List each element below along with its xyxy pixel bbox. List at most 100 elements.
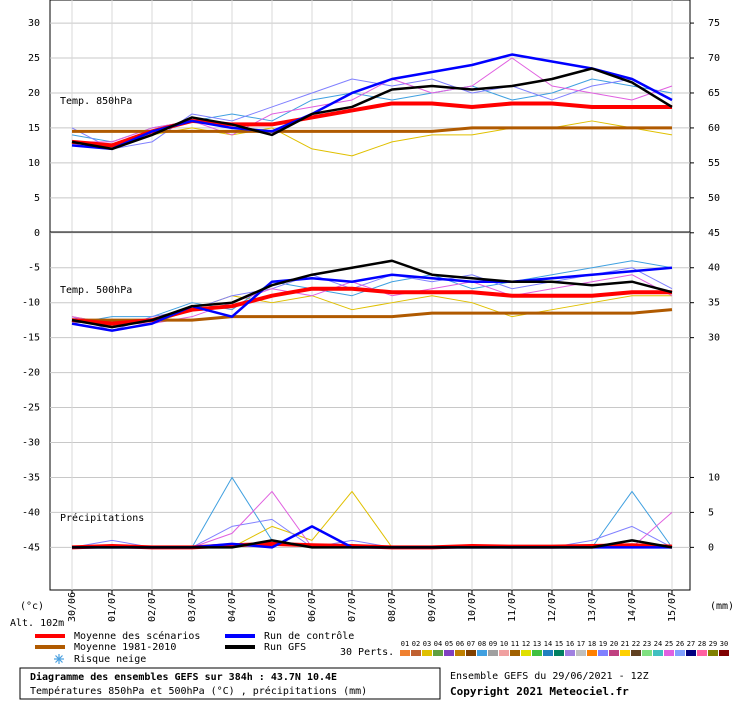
- perturbation-swatch: [488, 650, 498, 656]
- perturbation-label: 27: [687, 640, 695, 648]
- y2-tick-label: 65: [708, 88, 720, 99]
- y2-tick-label: 75: [708, 18, 720, 29]
- perturbation-swatch: [433, 650, 443, 656]
- y-tick-label: -40: [22, 507, 40, 518]
- y2-tick-label: 40: [708, 263, 720, 274]
- perturbation-swatch: [477, 650, 487, 656]
- perturbation-swatch: [642, 650, 652, 656]
- perturbation-label: 08: [478, 640, 486, 648]
- x-tick-label: 01/07: [107, 592, 118, 622]
- perturbation-swatch: [620, 650, 630, 656]
- perturbation-label: 24: [654, 640, 662, 648]
- x-tick-label: 08/07: [387, 592, 398, 622]
- y2-tick-label: 35: [708, 298, 720, 309]
- perturbations-label: 30 Perts.: [340, 647, 394, 658]
- perturbation-swatch: [653, 650, 663, 656]
- x-tick-label: 07/07: [347, 592, 358, 622]
- x-tick-label: 13/07: [587, 592, 598, 622]
- perturbation-label: 18: [588, 640, 596, 648]
- y2-tick-label: 10: [708, 472, 720, 483]
- y-unit: (°c): [20, 601, 44, 612]
- legend-label: Run GFS: [264, 642, 306, 653]
- run-info: Ensemble GEFS du 29/06/2021 - 12Z: [450, 671, 649, 682]
- perturbation-swatch: [719, 650, 729, 656]
- perturbation-label: 03: [423, 640, 431, 648]
- y-tick-label: 5: [34, 193, 40, 204]
- marks: [71, 53, 673, 550]
- series-line: [71, 259, 673, 329]
- perturbation-swatch: [598, 650, 608, 656]
- y-tick-label: -30: [22, 438, 40, 449]
- perturbation-label: 17: [577, 640, 585, 648]
- panel-label: Temp. 850hPa: [60, 96, 132, 107]
- perturbation-swatch: [411, 650, 421, 656]
- perturbation-swatch: [543, 650, 553, 656]
- perturbation-label: 12: [522, 640, 530, 648]
- x-tick-label: 06/07: [307, 592, 318, 622]
- perturbation-swatch: [422, 650, 432, 656]
- series-line: [72, 308, 673, 322]
- x-tick-label: 09/07: [427, 592, 438, 622]
- perturbation-swatch: [521, 650, 531, 656]
- y-tick-label: -10: [22, 298, 40, 309]
- perturbation-swatch: [554, 650, 564, 656]
- series-line: [72, 539, 673, 549]
- perturbation-swatch: [565, 650, 575, 656]
- perturbation-swatch: [510, 650, 520, 656]
- y-tick-label: 10: [28, 158, 40, 169]
- perturbation-label: 30: [720, 640, 728, 648]
- y-tick-label: 25: [28, 53, 40, 64]
- perturbation-label: 07: [467, 640, 475, 648]
- perturbation-label: 06: [456, 640, 464, 648]
- legend-label: Run de contrôle: [264, 630, 354, 642]
- perturbation-swatch: [400, 650, 410, 656]
- perturbation-label: 09: [489, 640, 497, 648]
- perturbation-label: 04: [434, 640, 442, 648]
- perturbation-swatch: [444, 650, 454, 656]
- x-tick-label: 14/07: [627, 592, 638, 622]
- perturbation-swatch: [576, 650, 586, 656]
- perturbation-swatch: [532, 650, 542, 656]
- y-tick-label: -20: [22, 368, 40, 379]
- y2-tick-label: 50: [708, 193, 720, 204]
- series-line: [71, 67, 673, 151]
- perturbation-label: 23: [643, 640, 651, 648]
- series-line: [72, 126, 672, 133]
- y2-tick-label: 60: [708, 123, 720, 134]
- perturbation-label: 11: [511, 640, 519, 648]
- x-tick-label: 30/06: [67, 592, 78, 622]
- altitude: Alt. 102m: [10, 618, 64, 629]
- perturbation-label: 05: [445, 640, 453, 648]
- title: Diagramme des ensembles GEFS sur 384h : …: [30, 671, 337, 683]
- x-tick-label: 05/07: [267, 592, 278, 622]
- perturbation-label: 21: [621, 640, 629, 648]
- y2-unit: (mm): [710, 601, 734, 612]
- perturbation-label: 14: [544, 640, 552, 648]
- perturbation-label: 15: [555, 640, 563, 648]
- perturbation-label: 25: [665, 640, 673, 648]
- panel-label: Précipitations: [60, 512, 144, 524]
- perturbation-label: 16: [566, 640, 574, 648]
- y2-tick-label: 5: [708, 507, 714, 518]
- y-tick-label: 20: [28, 88, 40, 99]
- y2-tick-label: 30: [708, 333, 720, 344]
- series-line: [71, 266, 673, 332]
- y-tick-label: -25: [22, 403, 40, 414]
- x-tick-label: 02/07: [147, 592, 158, 622]
- x-tick-label: 04/07: [227, 592, 238, 622]
- snow-icon: [54, 654, 64, 664]
- perturbation-swatch: [697, 650, 707, 656]
- y-tick-label: 15: [28, 123, 40, 134]
- y2-tick-label: 55: [708, 158, 720, 169]
- copyright: Copyright 2021 Meteociel.fr: [450, 685, 629, 698]
- x-tick-label: 12/07: [547, 592, 558, 622]
- y2-tick-label: 0: [708, 542, 714, 553]
- perturbation-label: 10: [500, 640, 508, 648]
- snow-label: Risque neige: [74, 654, 146, 665]
- perturbation-swatch: [675, 650, 685, 656]
- perturbation-swatch: [686, 650, 696, 656]
- perturbation-swatch: [587, 650, 597, 656]
- y-tick-label: -45: [22, 542, 40, 553]
- y-tick-label: 0: [34, 228, 40, 239]
